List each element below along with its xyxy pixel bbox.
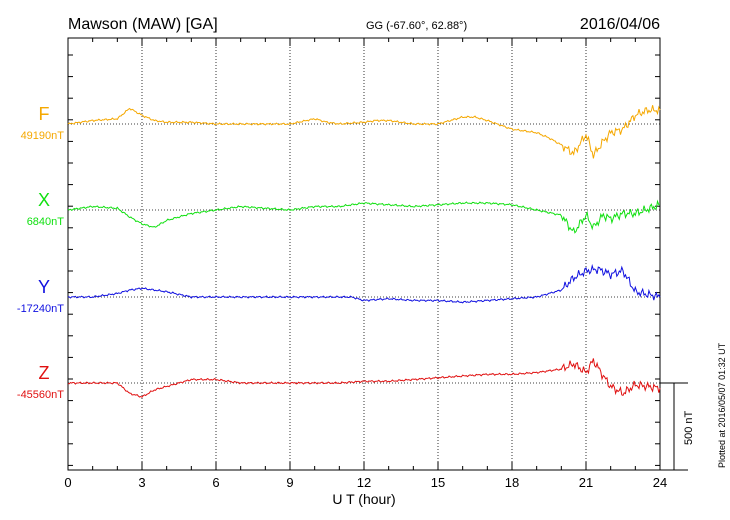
x-tick-label: 12 (357, 475, 371, 490)
date-label: 2016/04/06 (580, 16, 660, 33)
series-baseline-label: -17240nT (17, 303, 64, 315)
series-name-label: Y (38, 277, 50, 297)
series-name-label: X (38, 190, 50, 210)
x-tick-label: 21 (579, 475, 593, 490)
scale-bar (660, 382, 688, 471)
x-tick-labels: 0 3 6 9 12 15 18 21 24 (64, 475, 667, 490)
coords-label: GG (-67.60°, 62.88°) (366, 20, 467, 32)
series-baseline-label: -45560nT (17, 389, 64, 401)
x-axis-label: U T (hour) (332, 491, 395, 507)
x-tick-label: 24 (653, 475, 667, 490)
x-tick-label: 15 (431, 475, 445, 490)
grid (68, 38, 660, 470)
x-tick-label: 0 (64, 475, 71, 490)
series-labels: F 49190nT X 6840nT Y -17240nT Z -45560nT (17, 104, 64, 401)
series-group (67, 105, 661, 398)
x-tick-label: 6 (212, 475, 219, 490)
station-title: Mawson (MAW) [GA] (68, 16, 218, 33)
x-tick-label: 9 (286, 475, 293, 490)
series-name-label: F (39, 104, 50, 124)
series-baseline-label: 6840nT (27, 216, 65, 228)
scale-bar-label: 500 nT (683, 410, 695, 445)
series-baseline-label: 49190nT (21, 130, 65, 142)
series-name-label: Z (39, 363, 50, 383)
series-line-f (67, 105, 661, 159)
x-tick-label: 18 (505, 475, 519, 490)
ticks (67, 38, 661, 470)
series-line-y (67, 263, 661, 304)
x-tick-label: 3 (138, 475, 145, 490)
plotted-note: Plotted at 2016/05/07 01:32 UT (717, 342, 727, 468)
series-line-x (67, 199, 661, 234)
series-line-z (67, 358, 661, 398)
